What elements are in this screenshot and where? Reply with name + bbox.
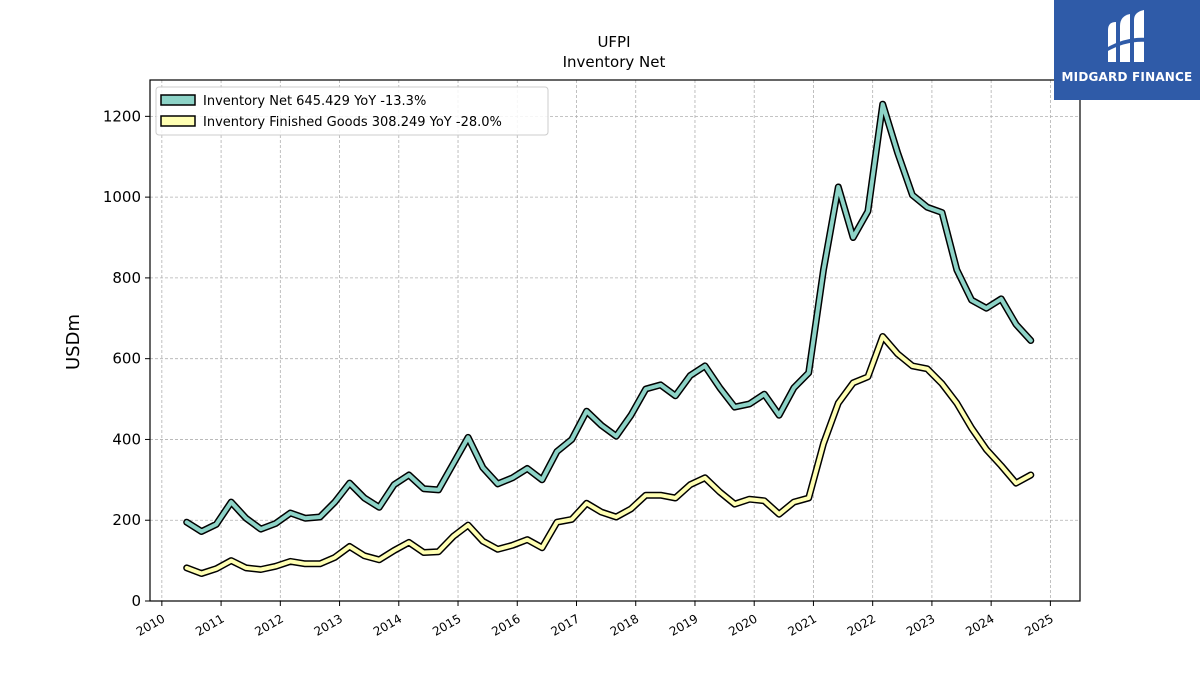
legend: Inventory Net 645.429 YoY -13.3% Inventor… bbox=[155, 86, 549, 136]
midgard-finance-logo: MIDGARD FINANCE bbox=[1054, 0, 1200, 100]
x-tick-label: 2016 bbox=[489, 611, 522, 638]
series-inventory-net bbox=[183, 100, 1035, 535]
x-tick-label: 2024 bbox=[963, 611, 996, 638]
y-tick-label: 0 bbox=[131, 592, 141, 610]
series-line bbox=[184, 102, 1033, 534]
series-layer bbox=[183, 100, 1035, 577]
x-axis-ticks: 2010 2011 2012 2013 2014 2015 2016 2017 2018 2019… bbox=[134, 601, 1056, 639]
x-tick-label: 2025 bbox=[1022, 611, 1055, 638]
legend-label: Inventory Finished Goods 308.249 YoY -28… bbox=[203, 115, 502, 130]
logo-text: MIDGARD FINANCE bbox=[1061, 70, 1193, 84]
x-tick-label: 2013 bbox=[312, 611, 345, 638]
x-tick-label: 2021 bbox=[785, 611, 818, 638]
y-tick-label: 1200 bbox=[103, 107, 141, 125]
x-tick-label: 2012 bbox=[252, 611, 285, 638]
y-tick-label: 1000 bbox=[103, 188, 141, 206]
x-tick-label: 2022 bbox=[845, 611, 878, 638]
series-inventory-finished-goods bbox=[183, 333, 1035, 577]
y-axis-label: USDm bbox=[63, 314, 84, 370]
legend-swatch bbox=[160, 115, 196, 127]
chart-title: UFPI bbox=[597, 33, 630, 51]
legend-label: Inventory Net 645.429 YoY -13.3% bbox=[203, 94, 426, 109]
series-line-outline bbox=[183, 333, 1035, 577]
y-tick-label: 800 bbox=[112, 269, 141, 287]
x-tick-label: 2011 bbox=[193, 611, 226, 638]
plot-area-frame bbox=[149, 79, 1081, 602]
x-tick-label: 2023 bbox=[904, 611, 937, 638]
y-axis-ticks: 0 200 400 600 800 1000 1200 bbox=[103, 107, 150, 610]
x-tick-label: 2019 bbox=[667, 611, 700, 638]
logo-mark-icon bbox=[1106, 10, 1148, 62]
chart-subtitle: Inventory Net bbox=[563, 53, 666, 71]
x-tick-label: 2014 bbox=[371, 611, 404, 638]
x-tick-label: 2010 bbox=[134, 611, 167, 638]
legend-swatch bbox=[160, 94, 196, 106]
x-tick-label: 2018 bbox=[608, 611, 641, 638]
x-tick-label: 2020 bbox=[726, 611, 759, 638]
x-tick-label: 2017 bbox=[549, 611, 582, 638]
legend-box bbox=[155, 86, 549, 136]
series-line bbox=[184, 334, 1033, 576]
grid-lines bbox=[150, 80, 1080, 602]
y-tick-label: 200 bbox=[112, 511, 141, 529]
x-tick-label: 2015 bbox=[430, 611, 463, 638]
y-tick-label: 400 bbox=[112, 430, 141, 448]
y-tick-label: 600 bbox=[112, 350, 141, 368]
